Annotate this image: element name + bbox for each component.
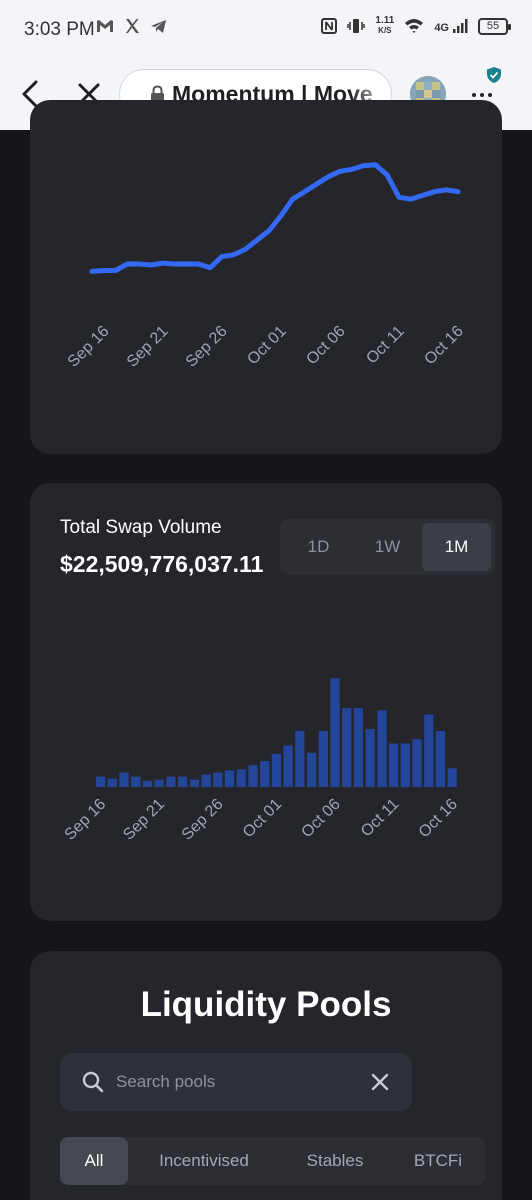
telegram-icon: [151, 19, 166, 33]
range-option[interactable]: 1W: [374, 537, 401, 556]
swap-volume-card: Total Swap Volume $22,509,776,037.11 1D …: [30, 483, 502, 921]
volume-bar: [307, 752, 317, 787]
volume-bar: [142, 780, 153, 787]
net-speed: 1.11 K/S: [375, 15, 395, 36]
x-tick-label: Sep 26: [183, 323, 231, 371]
pools-title: Liquidity Pools: [140, 985, 392, 1024]
range-option[interactable]: 1M: [422, 523, 491, 571]
volume-bar: [283, 745, 293, 787]
tab-btcfi[interactable]: BTCFi: [413, 1151, 463, 1170]
chevron-left-icon: [22, 80, 38, 108]
vibrate-icon: [347, 19, 366, 33]
more-options-button[interactable]: [466, 80, 498, 110]
x-tick-label: Sep 16: [65, 323, 113, 371]
volume-bar: [166, 776, 176, 787]
tvl-chart-card: Sep 16 Sep 21 Sep 26 Oct 01 Oct 06 Oct 11 Oct …: [30, 100, 502, 454]
x-icon: [126, 19, 139, 33]
volume-bar: [224, 770, 235, 787]
search-box: [60, 1053, 412, 1111]
x-tick-label: Sep 21: [120, 796, 168, 844]
pool-filter-tabs: All Incentivised Stables BTCFi: [60, 1137, 486, 1185]
x-tick-label: Oct 06: [303, 323, 348, 368]
volume-bar: [435, 731, 446, 787]
volume-bar: [107, 778, 117, 787]
volume-bar: [248, 765, 258, 787]
back-button[interactable]: [14, 76, 46, 112]
volume-bar: [236, 769, 246, 787]
x-tick-label: Oct 01: [240, 796, 285, 841]
volume-bar: [201, 774, 211, 787]
liquidity-pools-card: Liquidity Pools All Incentivised Stables…: [30, 951, 502, 1200]
x-tick-label: Sep 26: [179, 796, 227, 844]
volume-bar: [424, 714, 434, 787]
volume-bar: [154, 779, 164, 787]
volume-bar: [119, 772, 129, 787]
volume-bar: [271, 753, 281, 787]
volume-bar: [131, 776, 141, 787]
cellular-signal: 4G: [434, 18, 468, 34]
system-icons: 1.11 K/S 4G 55: [321, 15, 511, 36]
volume-bar: [213, 772, 223, 787]
volume-bar: [389, 743, 399, 787]
volume-bar: [189, 779, 199, 787]
shield-check-icon: [487, 67, 501, 83]
volume-bar: [365, 729, 375, 787]
tab-stables[interactable]: Stables: [306, 1151, 364, 1170]
x-tick-label: Sep 16: [62, 796, 110, 844]
volume-title: Total Swap Volume: [60, 517, 222, 538]
volume-bar: [260, 761, 270, 787]
volume-bar: [400, 743, 410, 787]
volume-bar: [342, 708, 352, 787]
battery-icon: 55: [478, 17, 511, 35]
x-tick-label: Oct 11: [358, 796, 403, 841]
tab-all[interactable]: All: [60, 1137, 128, 1185]
dot-icon: [472, 93, 476, 97]
nfc-icon: [321, 18, 338, 34]
signal-icon: [453, 19, 468, 33]
gmail-icon: [97, 20, 113, 32]
wifi-icon: [405, 19, 424, 33]
search-input[interactable]: [116, 1072, 356, 1092]
notification-icons: [96, 18, 167, 34]
volume-bar-chart: Sep 16 Sep 21 Sep 26 Oct 01 Oct 06 Oct 11 Oct …: [62, 678, 461, 844]
x-tick-label: Sep 21: [124, 323, 172, 371]
volume-bar: [178, 776, 188, 787]
volume-bar: [412, 739, 422, 787]
range-selector: 1D 1W 1M: [280, 519, 495, 575]
tab-incentivised[interactable]: Incentivised: [159, 1151, 249, 1170]
tvl-line-chart: Sep 16 Sep 21 Sep 26 Oct 01 Oct 06 Oct 11 Oct …: [65, 162, 467, 371]
tvl-series-line: [89, 162, 461, 274]
volume-bar: [330, 678, 340, 787]
search-icon: [82, 1071, 104, 1093]
volume-bar: [295, 731, 305, 787]
x-tick-label: Oct 16: [416, 796, 461, 841]
lock-icon: [151, 85, 164, 102]
x-tick-label: Oct 06: [298, 796, 343, 841]
volume-value: $22,509,776,037.11: [60, 551, 264, 577]
volume-bar: [96, 776, 106, 787]
range-option[interactable]: 1D: [307, 537, 330, 556]
volume-bar: [318, 731, 328, 787]
status-time: 3:03 PM: [24, 19, 95, 40]
dot-icon: [480, 93, 484, 97]
x-tick-label: Oct 11: [363, 323, 408, 368]
volume-bar: [447, 768, 457, 787]
volume-bar: [377, 710, 387, 787]
clear-search-icon[interactable]: [370, 1072, 390, 1092]
dot-icon: [488, 93, 492, 97]
volume-bar: [353, 708, 363, 787]
x-tick-label: Oct 01: [244, 323, 289, 368]
x-tick-label: Oct 16: [421, 323, 466, 368]
status-bar: 3:03 PM 1.11 K/S 4G 55: [0, 0, 532, 60]
